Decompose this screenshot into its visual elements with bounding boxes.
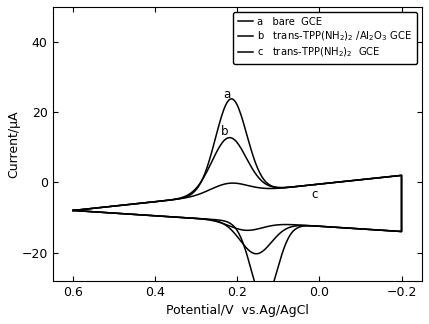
X-axis label: Potential/V  vs.Ag/AgCl: Potential/V vs.Ag/AgCl [166, 304, 309, 317]
Text: c: c [311, 188, 317, 201]
Y-axis label: Current/μA: Current/μA [7, 110, 20, 178]
Legend: a   bare  GCE, b   trans-TPP(NH$_2$)$_2$ /Al$_2$O$_3$ GCE, c   trans-TPP(NH$_2$): a bare GCE, b trans-TPP(NH$_2$)$_2$ /Al$… [233, 12, 417, 64]
Text: b: b [221, 125, 228, 138]
Text: a: a [223, 88, 230, 101]
